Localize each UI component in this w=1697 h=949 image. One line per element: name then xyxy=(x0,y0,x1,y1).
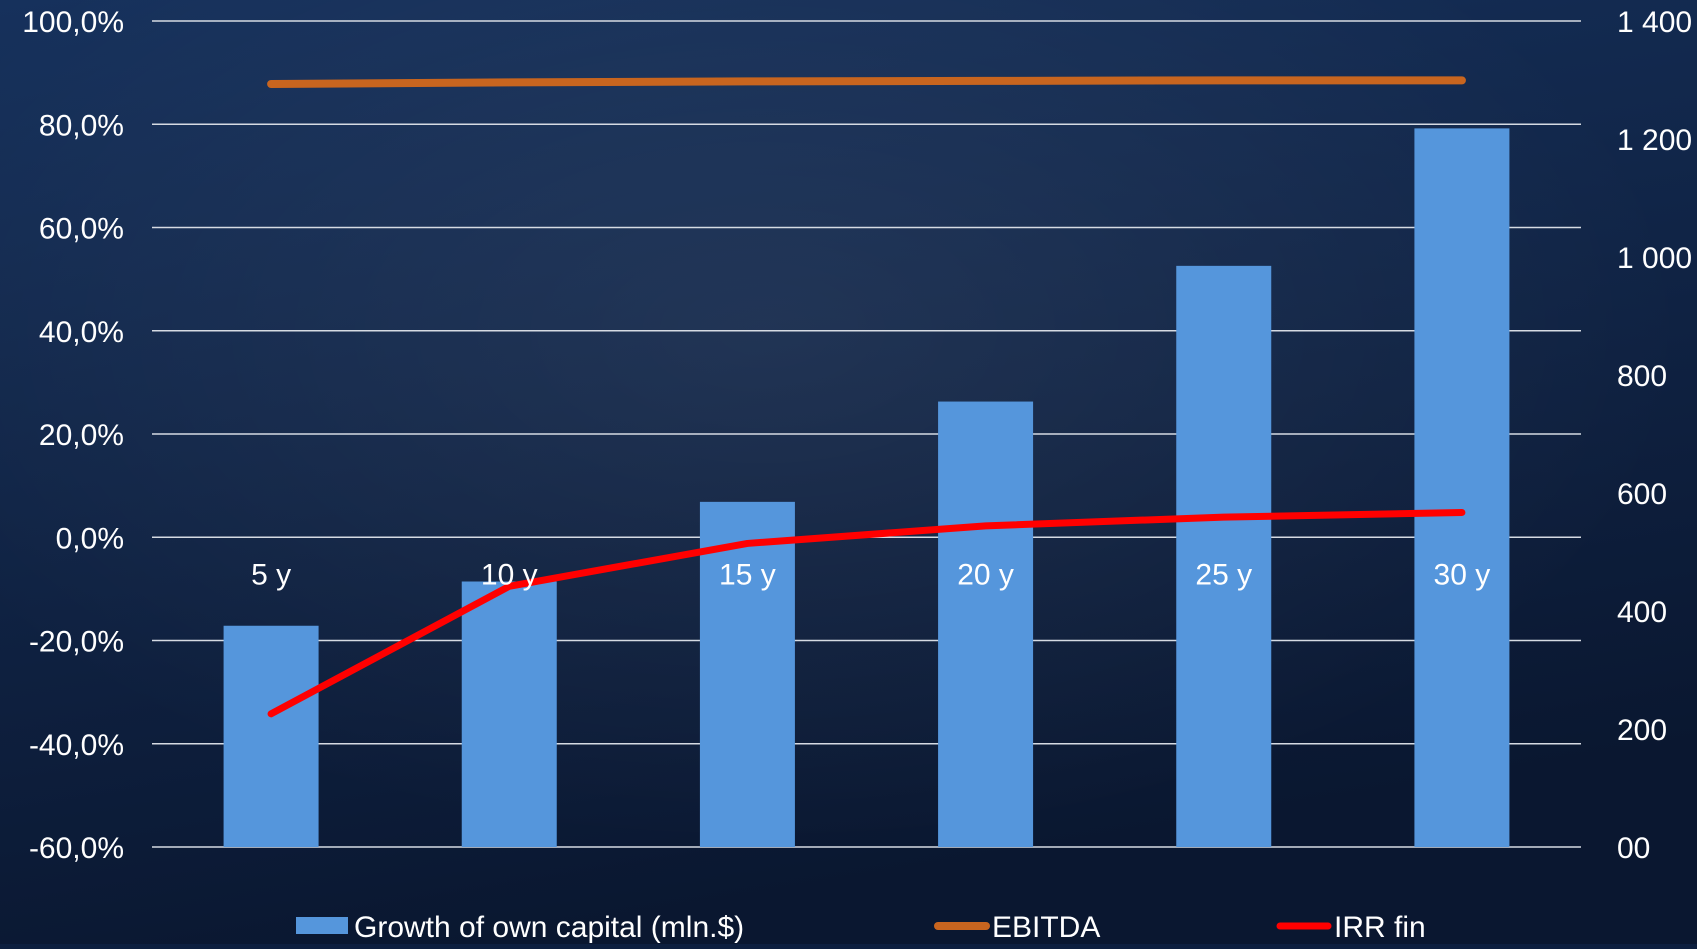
left-axis-tick-label: 20,0% xyxy=(39,419,124,452)
gridlines xyxy=(152,20,1581,848)
legend-label: Growth of own capital (mln.$) xyxy=(354,911,744,944)
category-labels: 5 y 10 y 15 y 20 y 25 y 30 y xyxy=(251,558,1490,591)
category-label: 10 y xyxy=(481,558,538,591)
right-axis-tick-label: 1 000 xyxy=(1617,242,1692,275)
category-label: 30 y xyxy=(1434,558,1491,591)
left-axis-tick-label: 100,0% xyxy=(22,6,124,39)
left-axis-tick-label: -60,0% xyxy=(29,832,124,865)
category-label: 25 y xyxy=(1195,558,1252,591)
left-axis-tick-label: 0,0% xyxy=(56,522,124,555)
left-axis-tick-label: -20,0% xyxy=(29,626,124,659)
line-irr-fin xyxy=(267,508,1466,718)
line-ebitda xyxy=(267,76,1466,88)
legend-swatch-bar xyxy=(296,917,348,934)
left-axis-tick-label: 60,0% xyxy=(39,213,124,246)
category-label: 15 y xyxy=(719,558,776,591)
bar-30y xyxy=(1414,128,1510,847)
bar-15y xyxy=(699,501,795,847)
legend: Growth of own capital (mln.$) EBITDA IRR f… xyxy=(296,911,1426,944)
right-axis-tick-label: 200 xyxy=(1617,714,1667,747)
bar-series xyxy=(223,128,1510,848)
left-axis: 100,0% 80,0% 60,0% 40,0% 20,0% 0,0% -20,0% -40,… xyxy=(22,6,124,865)
right-axis-tick-label: 800 xyxy=(1617,360,1667,393)
bar-20y xyxy=(938,401,1034,847)
right-axis: 1 400 1 200 1 000 800 600 400 200 00 xyxy=(1617,6,1692,865)
right-axis-tick-label: 1 200 xyxy=(1617,124,1692,157)
line-series xyxy=(267,76,1466,718)
category-label: 5 y xyxy=(251,558,291,591)
bar-10y xyxy=(461,581,557,847)
right-axis-tick-label: 00 xyxy=(1617,832,1650,865)
left-axis-tick-label: -40,0% xyxy=(29,729,124,762)
right-axis-tick-label: 1 400 xyxy=(1617,6,1692,39)
left-axis-tick-label: 40,0% xyxy=(39,316,124,349)
right-axis-tick-label: 400 xyxy=(1617,596,1667,629)
bar-5y xyxy=(223,625,319,847)
legend-label: EBITDA xyxy=(992,911,1100,944)
right-axis-tick-label: 600 xyxy=(1617,478,1667,511)
category-label: 20 y xyxy=(957,558,1014,591)
bar-25y xyxy=(1176,265,1272,848)
left-axis-tick-label: 80,0% xyxy=(39,109,124,142)
legend-label: IRR fin xyxy=(1334,911,1426,944)
